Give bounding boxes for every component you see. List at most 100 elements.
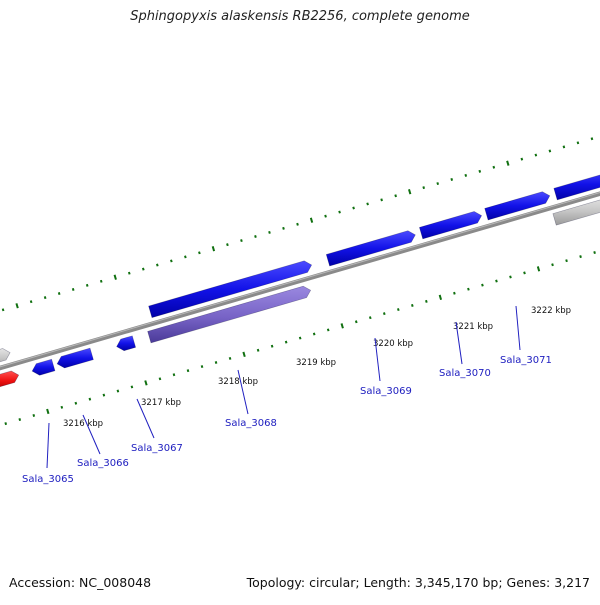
inner-scale-tick	[130, 385, 134, 389]
gene-arrow-other[interactable]	[0, 348, 11, 367]
accession-label: Accession: NC_008048	[9, 575, 152, 590]
outer-scale-tick	[338, 210, 341, 214]
outer-scale-tick	[436, 182, 440, 186]
inner-scale-tick	[270, 344, 274, 348]
gene-label[interactable]: Sala_3067	[131, 443, 183, 454]
gene-arrow-highlight[interactable]	[0, 370, 20, 391]
gene-leader-line	[82, 414, 101, 455]
outer-scale-tick	[43, 296, 47, 300]
inner-scale-tick	[312, 332, 316, 336]
outer-scale-tick	[478, 169, 482, 173]
outer-scale-tick	[113, 274, 117, 280]
outer-scale-tick	[170, 259, 173, 263]
outer-scale-tick	[309, 217, 314, 223]
inner-scale-tick	[354, 320, 358, 324]
outer-scale-tick	[268, 230, 271, 234]
outer-scale-tick	[506, 160, 510, 166]
inner-scale-tick	[18, 418, 22, 422]
gene-arrow-reverse[interactable]	[116, 335, 136, 352]
outer-scale-tick	[450, 178, 454, 181]
gene-label[interactable]: Sala_3071	[500, 355, 552, 366]
inner-scale-tick	[536, 266, 541, 272]
gene-arrow-other[interactable]	[552, 197, 600, 226]
outer-scale-tick	[380, 198, 383, 202]
gene-arrow-selected[interactable]	[147, 285, 312, 344]
kbp-tick-label: 3218 kbp	[218, 377, 258, 387]
map-title: Sphingopyxis alaskensis RB2256, complete…	[130, 9, 470, 24]
gene-leader-line	[515, 305, 521, 351]
inner-scale-tick	[467, 287, 470, 291]
outer-scale-tick	[127, 271, 131, 275]
inner-scale-tick	[340, 323, 344, 329]
inner-scale-tick	[116, 389, 120, 393]
gene-label[interactable]: Sala_3068	[225, 418, 277, 429]
gene-leader-line	[136, 398, 155, 439]
outer-scale-tick	[296, 222, 299, 226]
outer-scale-tick	[240, 239, 243, 243]
inner-scale-tick	[481, 283, 484, 287]
inner-scale-tick	[509, 275, 512, 279]
inner-scale-tick	[242, 351, 246, 358]
gene-leader-line	[374, 337, 381, 382]
inner-scale-tick	[4, 422, 8, 426]
kbp-tick-label: 3217 kbp	[141, 398, 181, 408]
kbp-tick-label: 3220 kbp	[373, 339, 413, 349]
inner-scale-tick	[411, 304, 414, 307]
inner-scale-tick	[298, 336, 302, 340]
kbp-tick-label: 3216 kbp	[63, 419, 103, 429]
kbp-tick-label: 3222 kbp	[531, 306, 571, 316]
inner-scale-tick	[453, 291, 456, 295]
backbone-line	[0, 191, 600, 371]
outer-scale-tick	[492, 165, 496, 169]
inner-scale-tick	[495, 279, 498, 283]
inner-scale-tick	[397, 308, 400, 312]
inner-scale-tick	[32, 413, 36, 417]
inner-scale-tick	[228, 356, 232, 360]
gene-label[interactable]: Sala_3066	[77, 458, 129, 469]
outer-scale-tick	[408, 189, 412, 195]
inner-scale-tick	[523, 271, 526, 275]
inner-scale-tick	[102, 393, 106, 397]
inner-scale-tick	[46, 408, 50, 415]
inner-scale-tick	[382, 312, 386, 316]
outer-scale-tick	[422, 186, 426, 190]
gene-label[interactable]: Sala_3069	[360, 386, 412, 397]
outer-scale-tick	[324, 214, 327, 218]
inner-scale-tick	[593, 251, 596, 255]
outer-scale-tick	[464, 173, 468, 177]
gene-arrow-forward[interactable]	[419, 211, 483, 240]
gene-leader-line	[46, 422, 50, 469]
gene-label[interactable]: Sala_3065	[22, 474, 74, 485]
inner-scale-tick	[565, 259, 568, 263]
inner-scale-tick	[172, 373, 176, 377]
gene-leader-line	[237, 369, 249, 415]
outer-scale-tick	[156, 263, 159, 267]
kbp-tick-label: 3221 kbp	[453, 322, 493, 332]
outer-scale-tick	[534, 153, 538, 157]
outer-scale-tick	[211, 246, 216, 252]
outer-scale-tick	[576, 141, 580, 145]
outer-scale-tick	[590, 137, 594, 141]
gene-arrow-forward[interactable]	[553, 168, 600, 201]
gene-arrow-reverse[interactable]	[31, 358, 56, 376]
gene-label[interactable]: Sala_3070	[439, 368, 491, 379]
gene-arrow-forward[interactable]	[484, 191, 551, 221]
outer-scale-tick	[1, 308, 5, 312]
inner-scale-tick	[200, 365, 204, 369]
outer-scale-tick	[184, 255, 187, 259]
inner-scale-tick	[579, 255, 582, 259]
outer-scale-tick	[141, 267, 145, 271]
outer-scale-tick	[226, 243, 229, 247]
outer-scale-tick	[562, 145, 566, 149]
outer-scale-tick	[282, 226, 285, 230]
outer-scale-tick	[99, 279, 103, 283]
gene-arrow-forward[interactable]	[148, 260, 313, 318]
outer-scale-tick	[57, 292, 61, 296]
gene-arrow-reverse[interactable]	[56, 347, 94, 369]
inner-scale-tick	[425, 299, 428, 303]
outer-scale-tick	[520, 157, 524, 161]
gene-arrow-forward[interactable]	[325, 230, 416, 267]
outer-scale-tick	[366, 202, 369, 206]
inner-scale-tick	[368, 316, 372, 320]
